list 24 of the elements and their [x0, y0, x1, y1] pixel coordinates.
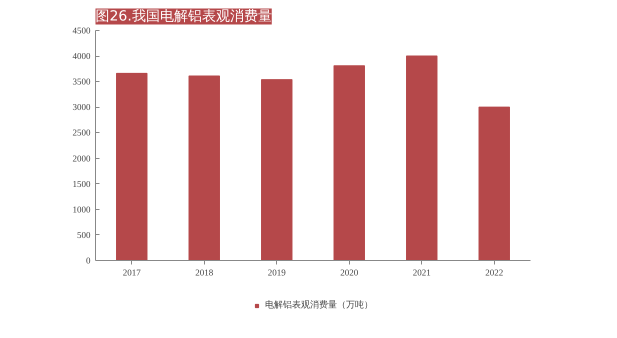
- y-tick-label: 1000: [72, 204, 91, 214]
- y-tick-label: 4000: [72, 51, 91, 62]
- x-tick-label: 2018: [195, 268, 214, 278]
- x-tick-label: 2022: [485, 268, 504, 278]
- x-tick-label: 2017: [122, 268, 142, 278]
- x-tick-label: 2021: [412, 268, 431, 278]
- bar: [116, 72, 148, 260]
- y-tick-label: 500: [77, 230, 91, 240]
- legend-label: 电解铝表观消费量（万吨）: [265, 299, 373, 312]
- y-tick-label: 4500: [72, 26, 91, 36]
- y-tick-label: 3000: [72, 102, 91, 112]
- x-tick-label: 2019: [268, 268, 286, 278]
- bar: [188, 75, 220, 260]
- y-tick-label: 3500: [72, 76, 91, 87]
- y-tick-label: 0: [86, 256, 91, 266]
- bar: [478, 106, 510, 260]
- bar: [334, 65, 365, 260]
- chart-title: 图26.我国电解铝表观消费量: [96, 8, 272, 24]
- y-tick-label: 1500: [72, 178, 91, 189]
- bar: [261, 79, 292, 260]
- y-tick-label: 2500: [72, 128, 91, 138]
- bar: [406, 56, 438, 260]
- y-tick-label: 2000: [72, 153, 91, 164]
- x-tick-label: 2020: [340, 268, 359, 278]
